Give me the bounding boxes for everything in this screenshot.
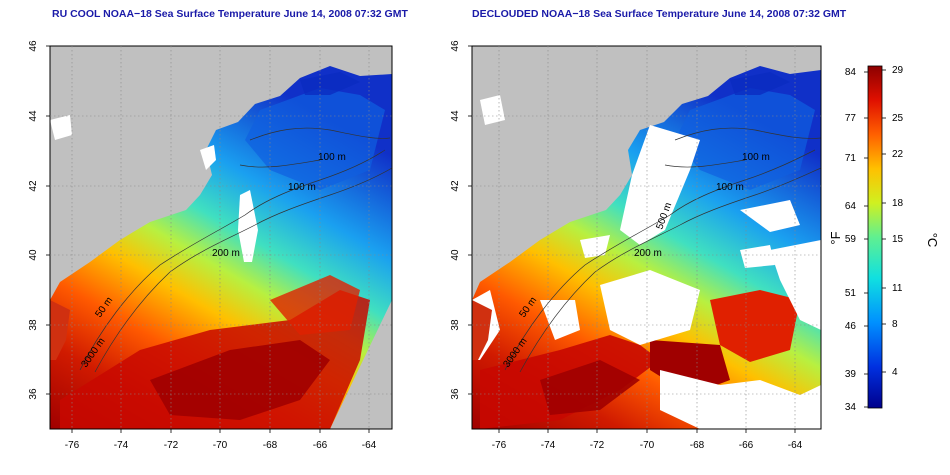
lat-tick: 42 — [450, 180, 461, 192]
lat-tick: 40 — [450, 249, 461, 261]
left-map — [50, 46, 392, 429]
contour-label: 200 m — [634, 248, 662, 259]
colorbar-c-tick: 29 — [892, 65, 904, 76]
colorbar-f-tick: 51 — [845, 288, 857, 299]
lon-tick: -66 — [313, 440, 328, 451]
lon-tick: -76 — [492, 440, 507, 451]
lon-tick: -64 — [362, 440, 377, 451]
lon-tick: -72 — [164, 440, 179, 451]
colorbar-c-tick: 25 — [892, 113, 904, 124]
lon-tick: -76 — [65, 440, 80, 451]
contour-label: 200 m — [212, 248, 240, 259]
colorbar-scale — [867, 65, 883, 409]
lon-tick: -68 — [690, 440, 705, 451]
left-lat-ticks: 46 44 42 40 38 36 — [28, 40, 39, 400]
lat-tick: 42 — [28, 180, 39, 192]
colorbar-c-tick: 8 — [892, 319, 898, 330]
contour-label: 100 m — [318, 152, 346, 163]
lon-tick: -70 — [213, 440, 228, 451]
colorbar-c-tick: 18 — [892, 198, 904, 209]
right-map-title: DECLOUDED NOAA−18 Sea Surface Temperatur… — [472, 8, 847, 20]
lon-tick: -74 — [541, 440, 556, 451]
colorbar-f-tick: 39 — [845, 369, 857, 380]
lon-tick: -68 — [263, 440, 278, 451]
lat-tick: 40 — [28, 249, 39, 261]
left-map-title: RU COOL NOAA−18 Sea Surface Temperature … — [52, 8, 408, 20]
lat-tick: 36 — [450, 388, 461, 400]
lon-tick: -74 — [114, 440, 129, 451]
colorbar-f-tick: 84 — [845, 67, 857, 78]
contour-label: 100 m — [288, 182, 316, 193]
lon-tick: -70 — [640, 440, 655, 451]
lat-tick: 46 — [28, 40, 39, 52]
colorbar-f-tick: 64 — [845, 201, 857, 212]
colorbar-f-tick: 77 — [845, 113, 857, 124]
colorbar-f-tick: 34 — [845, 402, 857, 413]
right-lon-ticks: -76 -74 -72 -70 -68 -66 -64 — [492, 440, 803, 451]
colorbar-f-tick: 59 — [845, 234, 857, 245]
lon-tick: -64 — [788, 440, 803, 451]
colorbar-f-tick: 46 — [845, 321, 857, 332]
celsius-unit-label: °C — [925, 233, 940, 248]
fahrenheit-unit-label: °F — [828, 231, 843, 244]
cloud — [238, 190, 258, 262]
lon-tick: -72 — [590, 440, 605, 451]
colorbar-c-tick: 22 — [892, 149, 904, 160]
lat-tick: 46 — [450, 40, 461, 52]
left-lon-ticks: -76 -74 -72 -70 -68 -66 -64 — [65, 440, 377, 451]
contour-label: 100 m — [742, 152, 770, 163]
colorbar: 84 77 71 64 59 51 46 39 34 29 25 22 18 1… — [828, 65, 940, 413]
lat-tick: 44 — [450, 110, 461, 122]
lat-tick: 36 — [28, 388, 39, 400]
colorbar-c-tick: 4 — [892, 367, 898, 378]
bathymetry-contours — [504, 127, 821, 373]
colorbar-c-tick: 15 — [892, 234, 904, 245]
lat-tick: 44 — [28, 110, 39, 122]
lon-tick: -66 — [739, 440, 754, 451]
right-lat-ticks: 46 44 42 40 38 36 — [450, 40, 461, 400]
colorbar-f-tick: 71 — [845, 153, 857, 164]
contour-label: 100 m — [716, 182, 744, 193]
left-grid — [50, 46, 392, 429]
colorbar-c-tick: 11 — [892, 283, 903, 294]
bathymetry-contours — [79, 127, 392, 373]
right-map — [472, 46, 821, 429]
lat-tick: 38 — [28, 319, 39, 331]
lat-tick: 38 — [450, 319, 461, 331]
